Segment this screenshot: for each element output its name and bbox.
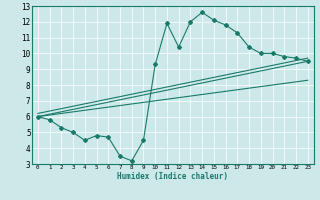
X-axis label: Humidex (Indice chaleur): Humidex (Indice chaleur) xyxy=(117,172,228,181)
